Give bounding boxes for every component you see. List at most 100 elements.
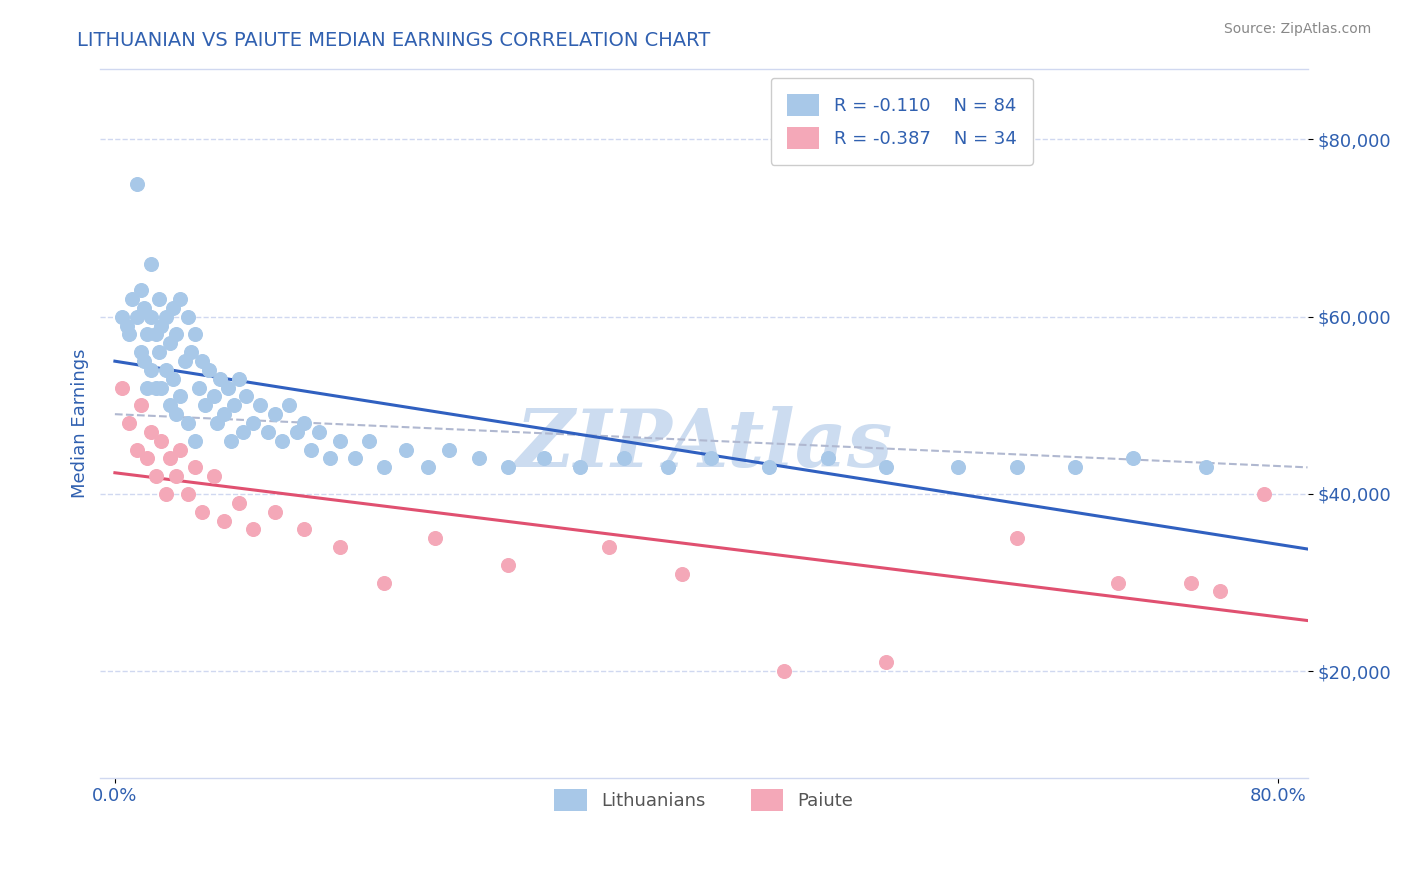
Point xyxy=(1005,531,1028,545)
Point xyxy=(496,460,519,475)
Point xyxy=(208,372,231,386)
Point xyxy=(359,434,381,448)
Point xyxy=(329,540,352,554)
Point xyxy=(219,434,242,448)
Point xyxy=(176,416,198,430)
Point xyxy=(671,566,693,581)
Point xyxy=(162,301,184,315)
Point xyxy=(132,354,155,368)
Point xyxy=(129,283,152,297)
Point xyxy=(249,398,271,412)
Point xyxy=(150,434,173,448)
Point xyxy=(271,434,294,448)
Point xyxy=(129,398,152,412)
Point xyxy=(395,442,418,457)
Point xyxy=(162,372,184,386)
Point xyxy=(373,575,395,590)
Point xyxy=(1122,451,1144,466)
Point xyxy=(242,416,264,430)
Point xyxy=(278,398,301,412)
Point xyxy=(1005,460,1028,475)
Point xyxy=(159,336,181,351)
Point xyxy=(191,354,214,368)
Point xyxy=(598,540,620,554)
Point xyxy=(184,434,207,448)
Point xyxy=(205,416,228,430)
Point xyxy=(145,381,167,395)
Point xyxy=(121,292,143,306)
Point xyxy=(155,363,177,377)
Point xyxy=(773,664,796,678)
Text: LITHUANIAN VS PAIUTE MEDIAN EARNINGS CORRELATION CHART: LITHUANIAN VS PAIUTE MEDIAN EARNINGS COR… xyxy=(77,31,710,50)
Point xyxy=(1209,584,1232,599)
Point xyxy=(256,425,278,439)
Point xyxy=(212,514,235,528)
Point xyxy=(111,381,134,395)
Point xyxy=(145,327,167,342)
Point xyxy=(235,389,257,403)
Point xyxy=(148,292,170,306)
Point xyxy=(141,363,163,377)
Point xyxy=(135,451,157,466)
Point xyxy=(148,345,170,359)
Point xyxy=(242,522,264,536)
Point xyxy=(875,656,897,670)
Point xyxy=(228,372,250,386)
Point xyxy=(224,398,246,412)
Point xyxy=(169,442,191,457)
Point xyxy=(373,460,395,475)
Point xyxy=(118,416,141,430)
Point xyxy=(533,451,555,466)
Point xyxy=(125,442,148,457)
Point xyxy=(194,398,217,412)
Point xyxy=(191,505,214,519)
Point xyxy=(613,451,636,466)
Point xyxy=(165,469,187,483)
Point xyxy=(155,487,177,501)
Point xyxy=(217,381,239,395)
Point xyxy=(467,451,489,466)
Text: Source: ZipAtlas.com: Source: ZipAtlas.com xyxy=(1223,22,1371,37)
Point xyxy=(176,310,198,324)
Point xyxy=(292,522,315,536)
Point xyxy=(1253,487,1275,501)
Point xyxy=(159,451,181,466)
Point xyxy=(1063,460,1085,475)
Point xyxy=(135,381,157,395)
Point xyxy=(135,327,157,342)
Point xyxy=(329,434,352,448)
Point xyxy=(817,451,839,466)
Point xyxy=(948,460,970,475)
Point xyxy=(125,177,148,191)
Point xyxy=(264,505,287,519)
Point xyxy=(758,460,780,475)
Point xyxy=(184,327,207,342)
Point xyxy=(111,310,134,324)
Point xyxy=(125,310,148,324)
Point xyxy=(141,256,163,270)
Point xyxy=(118,327,141,342)
Point xyxy=(132,301,155,315)
Point xyxy=(228,496,250,510)
Point xyxy=(173,354,195,368)
Point xyxy=(155,310,177,324)
Point xyxy=(416,460,439,475)
Point xyxy=(569,460,592,475)
Point xyxy=(292,416,315,430)
Point xyxy=(285,425,308,439)
Point xyxy=(180,345,202,359)
Point xyxy=(657,460,679,475)
Point xyxy=(115,318,138,333)
Point xyxy=(141,425,163,439)
Point xyxy=(159,398,181,412)
Point xyxy=(875,460,897,475)
Point xyxy=(212,407,235,421)
Point xyxy=(423,531,446,545)
Point xyxy=(439,442,461,457)
Point xyxy=(198,363,221,377)
Point xyxy=(141,310,163,324)
Point xyxy=(700,451,723,466)
Point xyxy=(319,451,342,466)
Point xyxy=(343,451,366,466)
Point xyxy=(169,389,191,403)
